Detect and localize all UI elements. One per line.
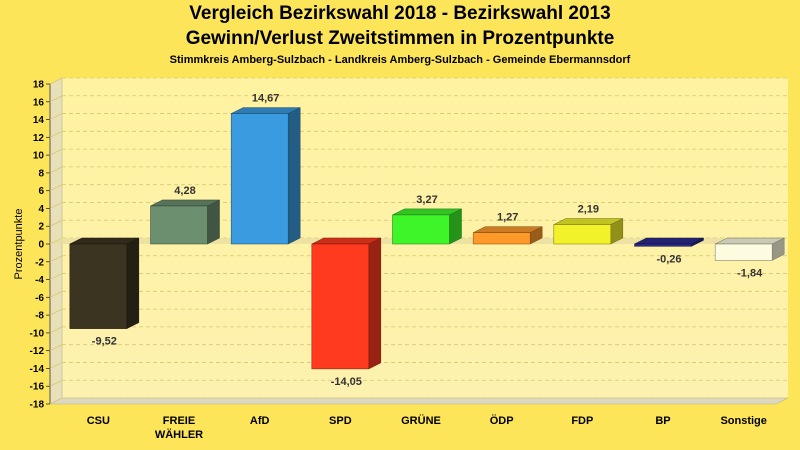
- gridline-wall: [49, 273, 63, 280]
- bar-top: [553, 218, 623, 225]
- y-tick-label: -18: [30, 400, 45, 411]
- y-tick-label: 10: [33, 151, 45, 162]
- bar-side: [207, 199, 220, 245]
- bar-top: [311, 237, 381, 245]
- data-label: 14,67: [252, 93, 280, 105]
- x-tick-label: FDP: [571, 415, 593, 427]
- chart-caption: Stimmkreis Amberg-Sulzbach - Landkreis A…: [169, 54, 631, 66]
- y-tick-label: 12: [33, 133, 45, 144]
- y-tick-label: -8: [35, 311, 44, 322]
- y-tick-label: 16: [33, 97, 45, 108]
- bar-top: [634, 237, 704, 245]
- bar-top: [473, 226, 543, 233]
- x-tick-label: ÖDP: [490, 414, 514, 427]
- y-tick-label: 2: [38, 222, 44, 233]
- bar-front: [311, 243, 370, 370]
- y-tick-label: 4: [38, 204, 44, 215]
- data-label: -14,05: [331, 376, 362, 388]
- gridline-wall: [49, 326, 63, 334]
- bar-ödp: [472, 226, 543, 245]
- bar-afd: [230, 107, 301, 245]
- bar-front: [392, 214, 450, 245]
- bar-top: [69, 237, 139, 245]
- gridline-wall: [49, 344, 63, 352]
- bar-top: [150, 199, 220, 207]
- gridline-wall: [49, 77, 63, 85]
- bar-spd: [311, 237, 382, 370]
- y-tick-label: -12: [30, 346, 45, 357]
- bar-front: [472, 232, 531, 245]
- x-tick-label: GRÜNE: [401, 414, 441, 427]
- gridline-wall: [49, 184, 63, 192]
- data-label: 3,27: [416, 194, 437, 206]
- gridline-wall: [49, 95, 63, 103]
- bar-fdp: [553, 218, 624, 245]
- bar-sonstige: [714, 237, 785, 261]
- data-label: -9,52: [92, 336, 117, 348]
- bar-top: [231, 107, 301, 114]
- bar-front: [69, 243, 128, 329]
- gridline-wall: [49, 148, 63, 156]
- bar-front: [230, 113, 289, 245]
- gridline-wall: [49, 219, 63, 227]
- data-label: 2,19: [578, 204, 599, 216]
- y-tick-label: -16: [30, 382, 45, 393]
- gridline-wall: [49, 130, 63, 138]
- bar-top: [392, 208, 462, 216]
- data-label: 1,27: [497, 212, 518, 224]
- x-tick-label: Sonstige: [720, 415, 766, 427]
- gridline-wall: [49, 290, 63, 298]
- y-tick-label: 0: [38, 240, 44, 251]
- gridline-wall: [49, 379, 63, 387]
- x-axis: CSU FREIE WÄHLER AfD SPD GRÜNE ÖDP FDP BP Sonstig…: [87, 414, 767, 441]
- bar-front: [150, 205, 208, 245]
- bar-bp: [634, 237, 704, 247]
- data-label: -1,84: [737, 267, 763, 279]
- y-tick-label: 14: [33, 115, 45, 126]
- x-tick-label: CSU: [87, 415, 110, 427]
- floor: [49, 397, 789, 405]
- y-tick-label: -6: [35, 293, 44, 304]
- gridline-wall: [49, 202, 63, 209]
- y-tick-label: 6: [38, 186, 44, 197]
- x-tick-label: BP: [655, 415, 670, 427]
- y-axis: -18 -16 -14 -12 -10 -8 -6 -4 -2 0 2 4 6 8 10 12 14 16 18: [30, 80, 50, 411]
- y-tick-label: -4: [35, 275, 44, 286]
- gridline-wall: [49, 166, 63, 174]
- bar-csu: [69, 237, 140, 330]
- y-tick-label: -2: [35, 257, 44, 268]
- bar-grüne: [392, 208, 462, 245]
- bar-front: [553, 224, 612, 245]
- bar-side: [287, 107, 301, 245]
- bar-side: [126, 237, 140, 330]
- y-axis-label: Prozentpunkte: [13, 209, 25, 280]
- gridline-wall: [49, 397, 63, 405]
- bar-front: [634, 243, 692, 247]
- chart-subtitle: Gewinn/Verlust Zweitstimmen in Prozentpu…: [185, 28, 615, 49]
- bar-freie-wähler: [150, 199, 220, 245]
- y-tick-label: -14: [30, 364, 45, 375]
- data-label: 4,28: [174, 185, 195, 197]
- gridline-wall: [49, 255, 63, 263]
- data-labels: -9,52 4,28 14,67 -14,05 3,27 1,27 2,19 -0,26 -1,…: [92, 93, 763, 388]
- bar-side: [368, 237, 382, 370]
- x-tick-label: FREIE WÄHLER: [155, 415, 203, 441]
- y-tick-label: -10: [30, 328, 45, 339]
- chart-title: Vergleich Bezirkswahl 2018 - Bezirkswahl…: [189, 3, 611, 24]
- gridline-wall: [49, 113, 63, 120]
- data-label: -0,26: [656, 253, 681, 265]
- bars: [69, 107, 785, 370]
- bar-top: [715, 237, 785, 245]
- x-tick-label: AfD: [250, 415, 270, 427]
- y-tick-label: 8: [38, 168, 44, 179]
- gridline-wall: [49, 308, 63, 316]
- bar-front: [714, 243, 773, 261]
- gridline-wall: [49, 362, 63, 369]
- y-tick-label: 18: [33, 80, 45, 91]
- x-tick-label: SPD: [329, 415, 352, 427]
